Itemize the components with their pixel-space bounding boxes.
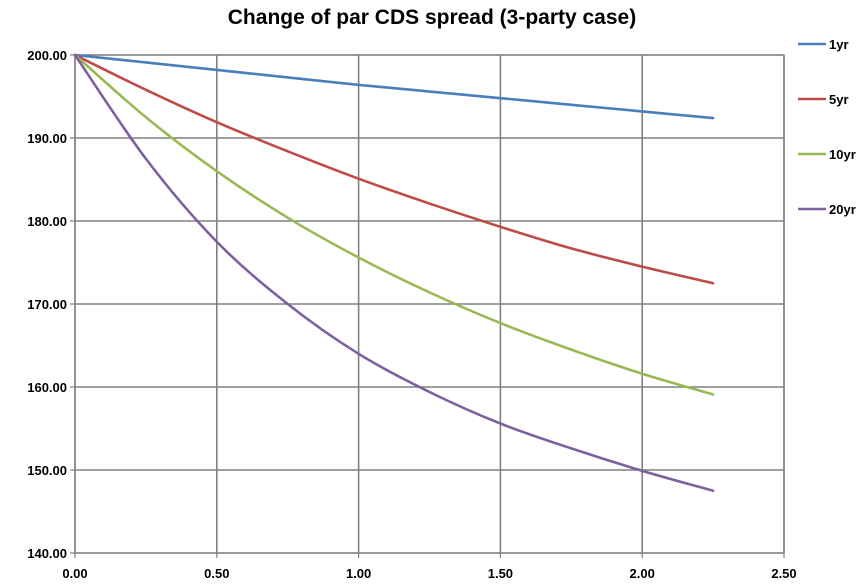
y-tick-labels: 140.00 150.00 160.00 170.00 180.00 190.00 200.…	[27, 48, 67, 561]
series-line-10yr	[73, 53, 715, 396]
y-tick-label: 140.00	[27, 546, 67, 561]
y-tick-label: 150.00	[27, 463, 67, 478]
series-line-5yr	[73, 53, 715, 285]
y-tick-label: 160.00	[27, 380, 67, 395]
legend-label-5yr: 5yr	[829, 92, 849, 107]
x-tick-label: 1.50	[488, 566, 513, 581]
legend: 1yr 5yr 10yr 20yr	[798, 37, 856, 217]
y-tick-label: 180.00	[27, 214, 67, 229]
series-line-1yr	[73, 53, 715, 120]
legend-label-10yr: 10yr	[829, 147, 856, 162]
y-tick-label: 200.00	[27, 48, 67, 63]
series-line-20yr	[73, 53, 715, 493]
legend-label-1yr: 1yr	[829, 37, 849, 52]
chart-title: Change of par CDS spread (3-party case)	[227, 6, 637, 29]
x-tick-label: 1.00	[346, 566, 371, 581]
legend-label-20yr: 20yr	[829, 202, 856, 217]
y-tick-label: 170.00	[27, 297, 67, 312]
y-tick-label: 190.00	[27, 131, 67, 146]
x-tick-label: 2.50	[771, 566, 796, 581]
x-tick-label: 2.00	[630, 566, 655, 581]
axes	[70, 54, 785, 558]
x-tick-label: 0.00	[62, 566, 87, 581]
grid-lines	[74, 54, 785, 554]
series-lines	[73, 53, 715, 493]
x-tick-labels: 0.00 0.50 1.00 1.50 2.00 2.50	[62, 566, 796, 581]
x-tick-label: 0.50	[204, 566, 229, 581]
